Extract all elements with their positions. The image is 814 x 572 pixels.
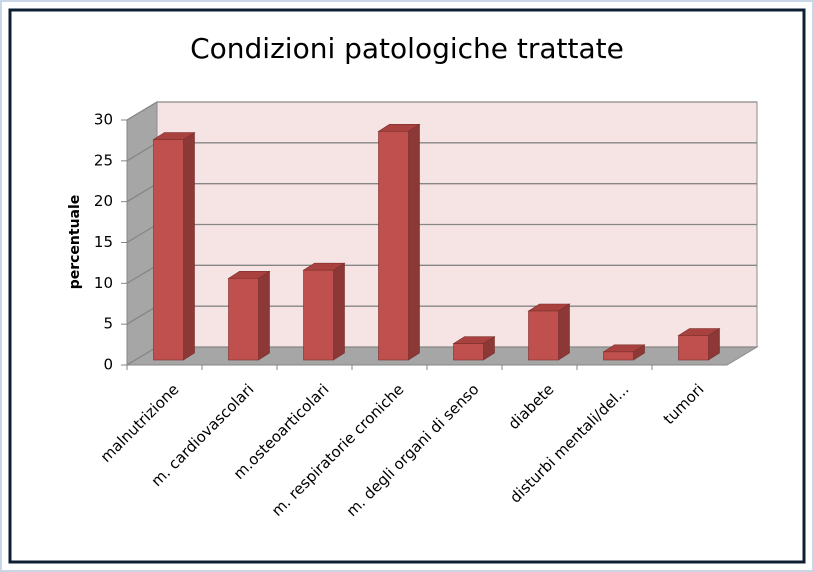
bar-side [258, 270, 270, 361]
chart-title: Condizioni patologiche trattate [190, 32, 624, 65]
y-tick-label: 30 [94, 111, 113, 129]
bar-side [333, 262, 345, 361]
bar-front [378, 131, 409, 361]
y-tick-label: 15 [94, 233, 113, 251]
bar-front [153, 139, 184, 361]
bar-front [603, 351, 634, 361]
y-tick-label: 10 [94, 274, 113, 292]
grid-line [126, 101, 757, 121]
bar-front [453, 343, 484, 361]
bar-front [228, 278, 259, 361]
bar [152, 131, 196, 361]
bar [227, 270, 271, 361]
bar [302, 262, 346, 361]
y-axis-title: percentuale [67, 195, 83, 290]
y-tick-label: 0 [103, 356, 113, 374]
y-tick-label: 5 [103, 315, 113, 333]
bar-front [528, 310, 559, 361]
bar-front [678, 335, 709, 361]
y-tick-label: 20 [94, 192, 113, 210]
bar-side [558, 303, 570, 361]
bar-side [183, 131, 195, 361]
bar [452, 336, 496, 361]
bar [677, 327, 721, 361]
bar-side [408, 123, 420, 361]
bar [527, 303, 571, 361]
floor [125, 346, 759, 366]
bar-front [303, 269, 334, 361]
bar [377, 123, 421, 361]
bar [602, 344, 646, 361]
y-tick-label: 25 [94, 151, 113, 169]
